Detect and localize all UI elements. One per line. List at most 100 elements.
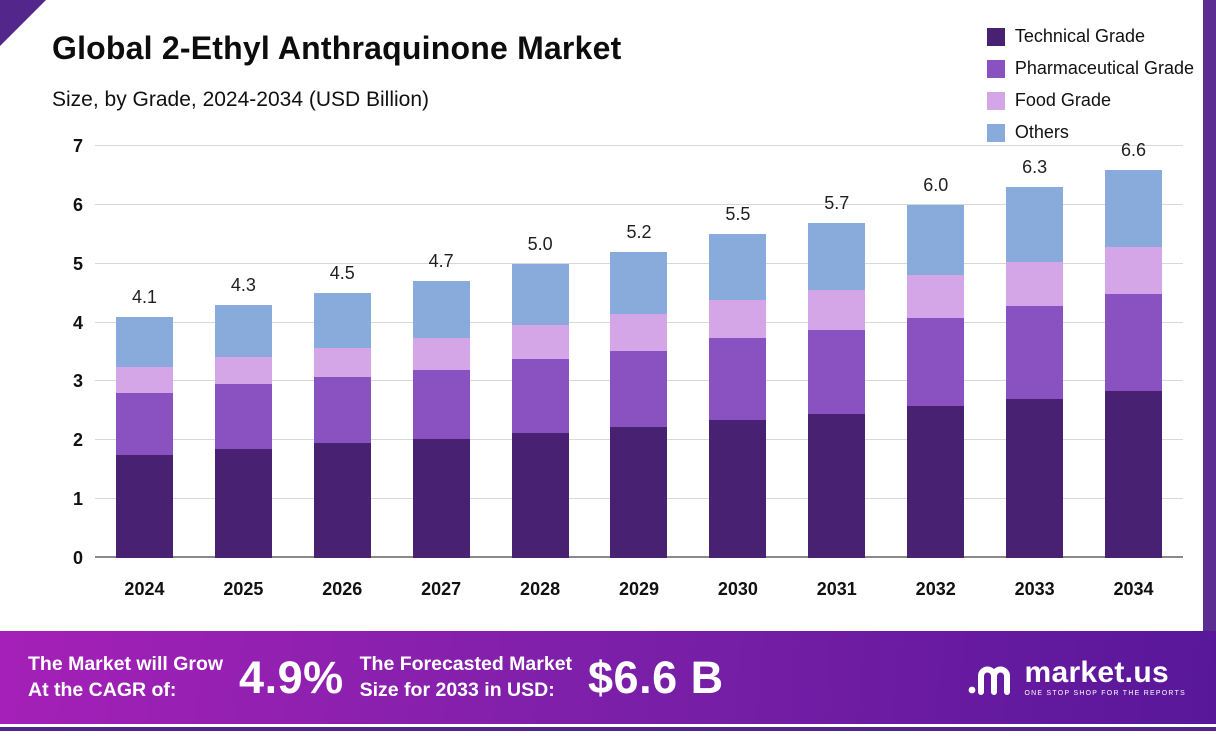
y-axis-tick-3: 3 [72, 371, 83, 392]
bar-segment-pharmaceutical-grade [907, 317, 965, 407]
bar-stack-2025 [214, 304, 272, 558]
legend-label: Food Grade [1014, 90, 1111, 110]
bar-segment-technical-grade [214, 449, 272, 558]
bottom-edge-decoration [0, 727, 1216, 731]
bar-2030: 5.5 2030 [709, 146, 767, 599]
forecast-label-line2: Size for 2033 in USD: [359, 678, 555, 701]
bar-segment-food-grade [313, 347, 371, 378]
bar-segment-technical-grade [511, 432, 569, 558]
bar-segment-technical-grade [610, 427, 668, 558]
bar-2028: 5.0 2028 [511, 146, 569, 599]
bar-2025: 4.3 2025 [214, 146, 272, 599]
x-axis-label-2025: 2025 [223, 579, 264, 599]
marketus-logo-text: market.us [1024, 655, 1169, 689]
cagr-value: 4.9% [239, 651, 344, 703]
bar-segment-others [511, 263, 569, 325]
bar-segment-others [1006, 187, 1064, 262]
legend: Technical Grade Pharmaceutical Grade Food … [986, 26, 1194, 143]
bar-2033: 6.3 2033 [1006, 146, 1064, 599]
bar-2027: 4.7 2027 [412, 146, 470, 599]
y-axis-tick-6: 6 [72, 194, 83, 215]
x-axis-label-2032: 2032 [915, 579, 956, 599]
bar-segment-food-grade [412, 338, 470, 370]
bar-stack-2026 [313, 293, 371, 558]
total-label-2029: 5.2 [626, 221, 652, 242]
bar-2031: 5.7 2031 [808, 146, 866, 599]
bar-2029: 5.2 2029 [610, 146, 668, 599]
bar-segment-others [610, 251, 668, 315]
total-label-2033: 6.3 [1022, 157, 1048, 178]
bar-stack-2034 [1105, 169, 1163, 558]
x-axis-label-2034: 2034 [1113, 579, 1154, 599]
bar-segment-pharmaceutical-grade [808, 329, 866, 414]
gridline-y6 [95, 203, 1183, 205]
x-axis-label-2031: 2031 [816, 579, 857, 599]
bar-2024: 4.1 2024 [115, 146, 173, 599]
bar-segment-food-grade [610, 314, 668, 351]
bar-segment-others [907, 204, 965, 276]
bar-segment-pharmaceutical-grade [511, 359, 569, 433]
bar-segment-technical-grade [115, 455, 173, 558]
bar-segment-pharmaceutical-grade [1105, 294, 1163, 392]
bar-stack-2029 [610, 251, 668, 558]
footer-banner: The Market will Grow At the CAGR of: 4.9… [0, 631, 1216, 724]
bar-segment-food-grade [511, 324, 569, 360]
bar-segment-others [1105, 169, 1163, 248]
legend-swatch-icon [986, 91, 1005, 110]
bar-segment-food-grade [907, 275, 965, 318]
bar-segment-pharmaceutical-grade [709, 338, 767, 420]
y-axis-tick-7: 7 [72, 136, 83, 156]
bar-segment-pharmaceutical-grade [115, 393, 173, 455]
total-label-2026: 4.5 [329, 263, 355, 284]
forecast-value: $6.6 B [588, 651, 724, 703]
bar-stack-2031 [808, 222, 866, 559]
page-title: Global 2-Ethyl Anthraquinone Market [52, 30, 622, 66]
total-label-2032: 6.0 [923, 174, 949, 195]
marketus-logo: market.us ONE STOP SHOP FOR THE REPORTS [968, 655, 1190, 698]
forecast-label: The Forecasted Market Size for 2033 in U… [360, 652, 572, 703]
marketus-logo-tagline: ONE STOP SHOP FOR THE REPORTS [1024, 689, 1186, 697]
bar-stack-2028 [511, 263, 569, 558]
bar-stack-2027 [412, 281, 470, 558]
bar-segment-pharmaceutical-grade [214, 384, 272, 450]
y-axis-tick-1: 1 [72, 489, 83, 510]
y-axis-tick-5: 5 [72, 253, 83, 274]
legend-item-others: Others [986, 122, 1194, 143]
bar-segment-pharmaceutical-grade [1006, 306, 1064, 400]
bar-2034: 6.6 2034 [1105, 140, 1163, 599]
page-subtitle: Size, by Grade, 2024-2034 (USD Billion) [52, 88, 430, 111]
legend-item-technical-grade: Technical Grade [986, 26, 1194, 47]
cagr-label: The Market will Grow At the CAGR of: [28, 652, 223, 703]
total-label-2030: 5.5 [725, 204, 751, 225]
x-axis-label-2027: 2027 [421, 579, 462, 599]
legend-swatch-icon [986, 59, 1005, 78]
bar-segment-others [709, 234, 767, 301]
legend-item-pharmaceutical-grade: Pharmaceutical Grade [986, 58, 1194, 79]
right-edge-decoration [1203, 0, 1216, 631]
bar-segment-technical-grade [1006, 399, 1064, 558]
chart-plot: 0 1 2 3 4 5 6 7 4.1 2024 4.3 2025 4.5 2026 4.7 2027 5.0 2… [73, 136, 1183, 599]
corner-decoration [0, 0, 46, 46]
x-axis-label-2028: 2028 [520, 579, 561, 599]
forecast-label-line1: The Forecasted Market [359, 652, 573, 675]
bar-segment-technical-grade [907, 406, 965, 558]
bar-segment-others [115, 316, 173, 367]
bar-segment-others [214, 304, 272, 357]
bar-segment-others [808, 222, 866, 291]
total-label-2031: 5.7 [824, 192, 850, 213]
bar-segment-technical-grade [1105, 391, 1163, 558]
bar-segment-technical-grade [313, 443, 371, 558]
total-label-2034: 6.6 [1121, 139, 1147, 160]
legend-label: Pharmaceutical Grade [1014, 58, 1194, 78]
bar-2026: 4.5 2026 [313, 146, 371, 599]
cagr-label-line2: At the CAGR of: [28, 678, 177, 701]
y-axis-tick-4: 4 [72, 312, 83, 333]
bar-2032: 6.0 2032 [907, 146, 965, 599]
bar-segment-others [412, 281, 470, 339]
bar-segment-others [313, 293, 371, 348]
bar-stack-2030 [709, 234, 767, 558]
bar-stack-2024 [115, 316, 173, 558]
bar-segment-technical-grade [709, 419, 767, 558]
legend-swatch-icon [986, 27, 1005, 46]
